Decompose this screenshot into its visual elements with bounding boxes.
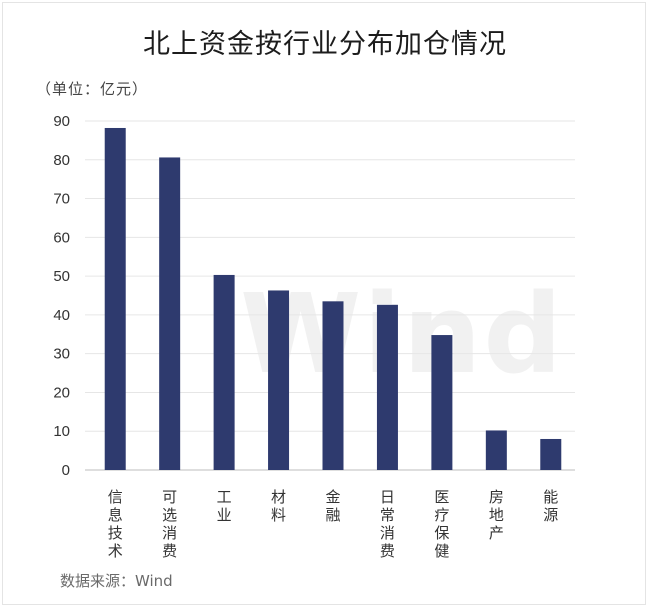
y-tick-label: 40	[53, 307, 70, 324]
bar-6	[431, 335, 453, 470]
svg-text:地: 地	[489, 506, 504, 524]
y-tick-label: 70	[53, 191, 70, 208]
svg-text:选: 选	[162, 506, 177, 524]
svg-text:融: 融	[325, 506, 340, 524]
y-tick-label: 80	[53, 152, 70, 169]
svg-text:疗: 疗	[434, 506, 449, 524]
x-category-label: 工业	[217, 488, 232, 524]
svg-text:费: 费	[380, 542, 395, 560]
svg-text:源: 源	[543, 506, 558, 524]
y-tick-label: 10	[53, 423, 70, 440]
svg-text:技: 技	[108, 524, 123, 542]
svg-text:常: 常	[380, 506, 395, 524]
y-tick-label: 0	[62, 462, 70, 479]
svg-text:业: 业	[217, 506, 232, 524]
svg-text:保: 保	[434, 524, 449, 542]
svg-text:工: 工	[217, 488, 232, 506]
svg-text:能: 能	[543, 488, 558, 506]
y-tick-label: 30	[53, 346, 70, 363]
bar-4	[322, 301, 344, 470]
svg-text:材: 材	[271, 488, 286, 506]
svg-text:健: 健	[434, 542, 449, 560]
chart-title: 北上资金按行业分布加仓情况	[143, 29, 507, 60]
bar-8	[540, 438, 562, 470]
source-note: 数据来源：Wind	[60, 572, 173, 590]
svg-text:料: 料	[271, 506, 286, 524]
x-category-label: 房地产	[489, 488, 504, 542]
y-tick-label: 90	[53, 113, 70, 130]
bar-7	[485, 430, 507, 470]
x-category-label: 金融	[325, 488, 340, 524]
x-category-label: 能源	[543, 488, 558, 524]
svg-text:医: 医	[434, 488, 449, 506]
bar-1	[159, 157, 181, 470]
svg-text:产: 产	[489, 524, 504, 542]
svg-text:消: 消	[380, 524, 395, 542]
unit-label: （单位：亿元）	[36, 80, 149, 98]
svg-text:息: 息	[108, 506, 123, 524]
bar-3	[268, 290, 290, 470]
svg-text:房: 房	[489, 488, 504, 506]
y-tick-label: 20	[53, 384, 70, 401]
y-tick-layer: 0 10 20 30 40 50 60 70 80 90	[53, 113, 70, 479]
y-tick-label: 50	[53, 268, 70, 285]
svg-text:日: 日	[380, 488, 395, 506]
svg-text:费: 费	[162, 542, 177, 560]
y-tick-label: 60	[53, 229, 70, 246]
bar-5	[376, 304, 398, 470]
svg-text:术: 术	[108, 542, 123, 560]
bar-0	[104, 127, 126, 470]
svg-text:信: 信	[108, 488, 123, 506]
svg-text:金: 金	[325, 488, 340, 506]
bar-2	[213, 274, 235, 470]
svg-text:消: 消	[162, 524, 177, 542]
watermark-logo: Wind	[240, 270, 565, 398]
x-category-label: 材料	[271, 488, 286, 524]
bar-layer	[104, 127, 562, 470]
svg-text:可: 可	[162, 488, 177, 506]
